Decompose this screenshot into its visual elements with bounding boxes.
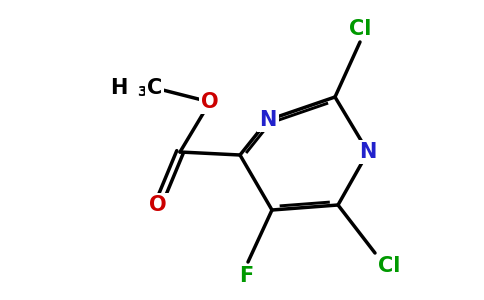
Text: F: F [239, 266, 253, 286]
Text: Cl: Cl [378, 256, 400, 276]
Text: H: H [109, 78, 127, 98]
Text: O: O [149, 195, 167, 215]
Text: N: N [359, 142, 377, 162]
Text: O: O [201, 92, 219, 112]
Text: N: N [259, 110, 277, 130]
Text: 3: 3 [137, 85, 147, 99]
Text: C: C [147, 78, 162, 98]
Text: Cl: Cl [349, 19, 371, 39]
